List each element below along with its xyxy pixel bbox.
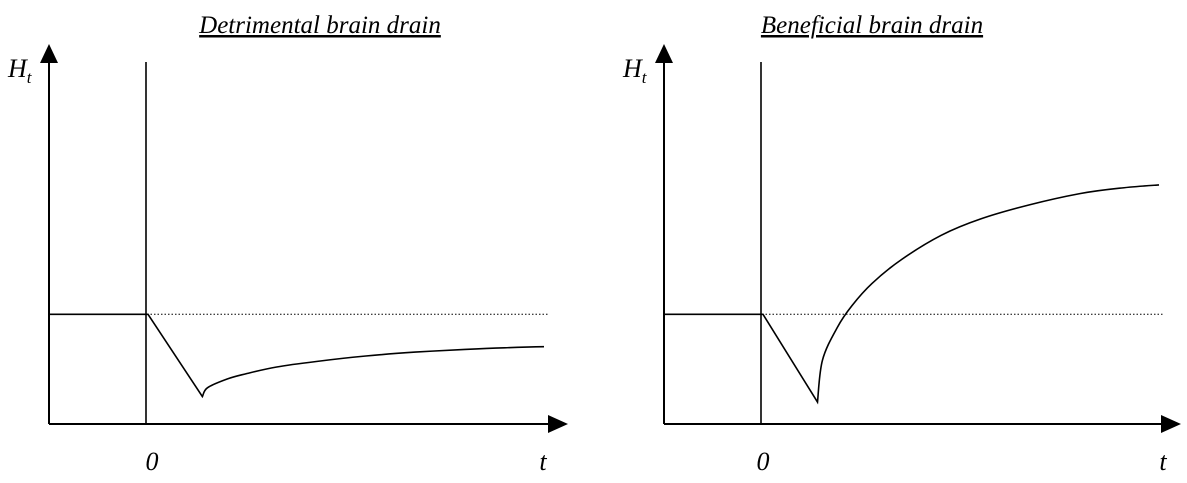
y-axis-label: Ht: [7, 54, 33, 87]
x-axis-label: t: [539, 447, 547, 476]
x-axis-arrow-icon: [1161, 415, 1181, 433]
y-axis-arrow-icon: [40, 44, 58, 63]
origin-label: 0: [146, 447, 159, 476]
panel-beneficial: Beneficial brain drain Ht 0 t: [622, 12, 1181, 476]
y-axis-arrow-icon: [655, 44, 673, 63]
panel-title: Beneficial brain drain: [761, 12, 983, 39]
origin-label: 0: [757, 447, 770, 476]
series-curve: [49, 313, 545, 399]
panel-detrimental: Detrimental brain drain Ht 0 t: [7, 12, 568, 476]
y-axis-label: Ht: [622, 54, 648, 87]
series-curve: [664, 184, 1160, 405]
panel-title: Detrimental brain drain: [198, 12, 441, 39]
x-axis-label: t: [1159, 447, 1167, 476]
x-axis-arrow-icon: [548, 415, 568, 433]
